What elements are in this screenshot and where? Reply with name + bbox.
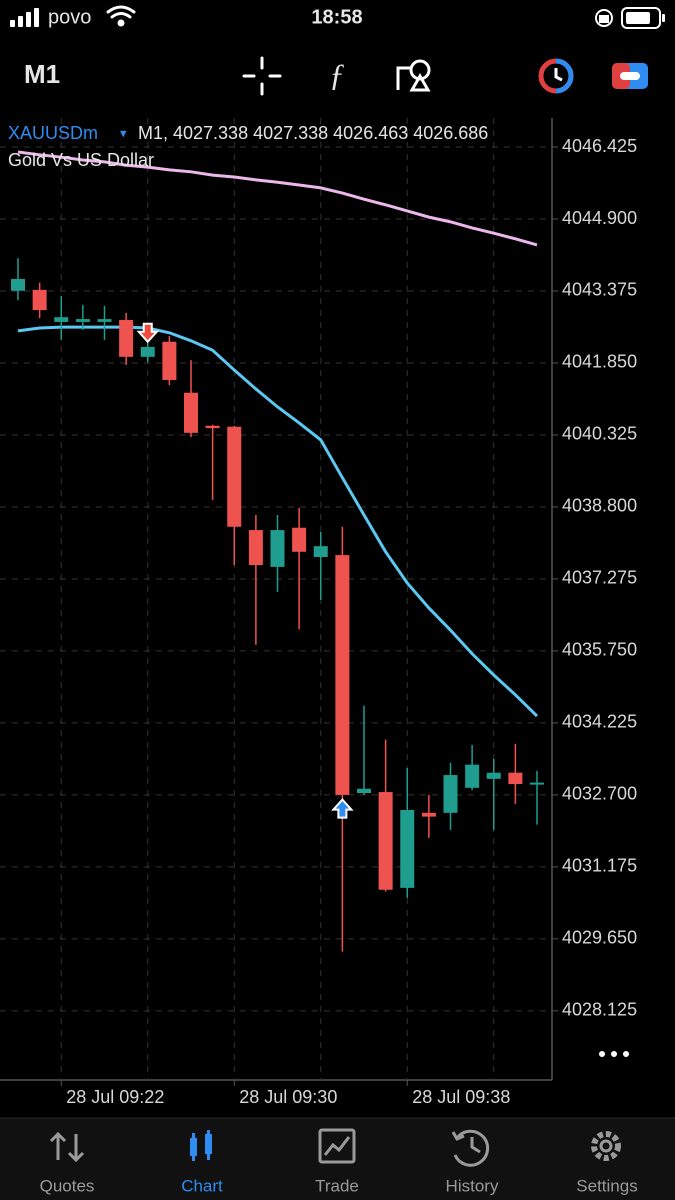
candle-body xyxy=(119,320,134,357)
x-tick-label: 28 Jul 09:30 xyxy=(239,1087,337,1107)
symbol[interactable]: XAUUSDm xyxy=(8,123,98,143)
candle-body xyxy=(227,426,242,527)
candle-body xyxy=(248,530,263,566)
wifi-icon xyxy=(106,5,136,27)
tab-label[interactable]: Trade xyxy=(315,1176,359,1195)
clock: 18:58 xyxy=(311,6,362,28)
candle-body xyxy=(270,530,285,567)
subtitle: Gold Vs US Dollar xyxy=(8,150,154,170)
sell-marker xyxy=(136,322,159,344)
y-tick-label: 4043.375 xyxy=(562,280,637,300)
y-tick-label: 4031.175 xyxy=(562,856,637,876)
candle-body xyxy=(32,289,47,311)
signal-icon xyxy=(10,8,39,27)
y-tick-label: 4044.900 xyxy=(562,208,637,228)
candle-body xyxy=(162,341,177,380)
y-tick-label: 4038.800 xyxy=(562,496,637,516)
tab-bar xyxy=(0,1118,675,1200)
y-tick-label: 4046.425 xyxy=(562,136,637,156)
x-tick-label: 28 Jul 09:22 xyxy=(66,1087,164,1107)
symbol-menu[interactable]: ▾ xyxy=(120,125,127,140)
candle-body xyxy=(465,764,480,788)
quotes-icon[interactable] xyxy=(49,1131,85,1163)
candle-body xyxy=(443,775,458,813)
candle-body xyxy=(530,782,544,785)
ohlc-text: M1, 4027.338 4027.338 4026.463 4026.686 xyxy=(138,123,488,143)
candle-body xyxy=(508,772,523,785)
x-tick-label: 28 Jul 09:38 xyxy=(412,1087,510,1107)
y-tick-label: 4040.325 xyxy=(562,424,637,444)
y-tick-label: 4037.275 xyxy=(562,568,637,588)
buy-marker xyxy=(331,798,354,819)
candle-body xyxy=(335,555,350,795)
candle-body xyxy=(205,425,220,429)
trade-tab-icon[interactable] xyxy=(318,1128,356,1164)
y-tick-label: 4032.700 xyxy=(562,784,637,804)
y-tick-label: 4034.225 xyxy=(562,712,637,732)
y-tick-label: 4041.850 xyxy=(562,352,637,372)
rotation-lock-icon xyxy=(595,9,613,27)
chart-icon[interactable] xyxy=(190,1130,212,1161)
candle-body xyxy=(421,812,436,817)
tab-label[interactable]: Settings xyxy=(576,1176,637,1195)
tabs: Quotes Chart Trade History Settings xyxy=(40,1176,638,1195)
candle-body xyxy=(11,278,25,291)
tab-label[interactable]: Chart xyxy=(181,1176,223,1195)
candle-body xyxy=(75,319,90,322)
plot xyxy=(11,150,544,952)
battery-icon xyxy=(621,7,665,29)
tab-label[interactable]: Quotes xyxy=(40,1176,95,1195)
candle-body xyxy=(378,792,393,890)
history-icon[interactable] xyxy=(451,1129,490,1167)
candle-body xyxy=(97,319,112,322)
moving-average xyxy=(17,150,538,247)
carrier: povo xyxy=(48,6,91,28)
candle-body xyxy=(54,317,69,322)
tab-label[interactable]: History xyxy=(446,1176,499,1195)
candle-body xyxy=(486,772,501,779)
one-click-icon[interactable] xyxy=(612,63,648,89)
trade-icon[interactable] xyxy=(538,58,574,94)
axes: 4046.425 4044.900 4043.375 4041.850 4040.325… xyxy=(60,136,637,1107)
timeframe[interactable]: M1 xyxy=(24,59,60,89)
y-tick-label: 4029.650 xyxy=(562,928,637,948)
candle-body xyxy=(400,809,415,888)
more-icon[interactable] xyxy=(599,1051,629,1057)
candle-body xyxy=(140,346,155,357)
objects-icon[interactable] xyxy=(396,59,431,92)
candle-body xyxy=(357,788,371,794)
indicators-icon[interactable]: ƒ xyxy=(329,56,345,92)
candle-body xyxy=(292,527,307,552)
candle-body xyxy=(313,546,328,557)
crosshair-icon[interactable] xyxy=(242,56,282,96)
y-tick-label: 4035.750 xyxy=(562,640,637,660)
settings-icon[interactable] xyxy=(591,1131,621,1161)
y-tick-label: 4028.125 xyxy=(562,1000,637,1020)
candle-body xyxy=(184,392,198,433)
